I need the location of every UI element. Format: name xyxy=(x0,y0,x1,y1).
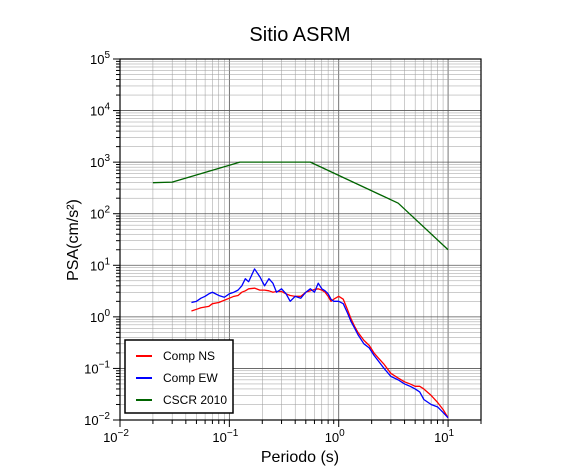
y-tick-label: 105 xyxy=(90,50,110,67)
y-tick-label: 103 xyxy=(90,153,110,170)
x-tick-label: 101 xyxy=(434,428,454,445)
y-axis-label: PSA(cm/s²) xyxy=(65,199,82,281)
y-tick-label: 10−1 xyxy=(84,359,110,376)
y-tick-label: 10−2 xyxy=(84,411,110,428)
plot-frame xyxy=(119,58,482,421)
chart-title: Sitio ASRM xyxy=(249,24,350,46)
y-tick-label: 101 xyxy=(90,256,110,273)
legend-entry: Comp EW xyxy=(163,371,218,385)
series-line-3 xyxy=(152,161,449,251)
x-axis-label: Periodo (s) xyxy=(261,449,339,466)
series-line-2 xyxy=(191,268,449,419)
legend: Comp NS Comp EW CSCR 2010 xyxy=(124,339,234,414)
x-tick-label: 10−1 xyxy=(212,428,238,445)
legend-entry: Comp NS xyxy=(163,349,215,363)
y-tick-label: 102 xyxy=(90,205,110,222)
y-tick-label: 100 xyxy=(90,308,110,325)
series-layer xyxy=(152,161,449,419)
x-tick-label: 10−2 xyxy=(103,428,129,445)
y-tick-label: 104 xyxy=(90,102,110,119)
y-axis-ticks: 10−2 10−1 100 101 102 103 104 105 xyxy=(84,50,120,428)
x-axis-ticks: 10−2 10−1 100 101 xyxy=(103,420,482,445)
x-tick-label: 100 xyxy=(325,428,345,445)
legend-entry: CSCR 2010 xyxy=(163,393,227,407)
